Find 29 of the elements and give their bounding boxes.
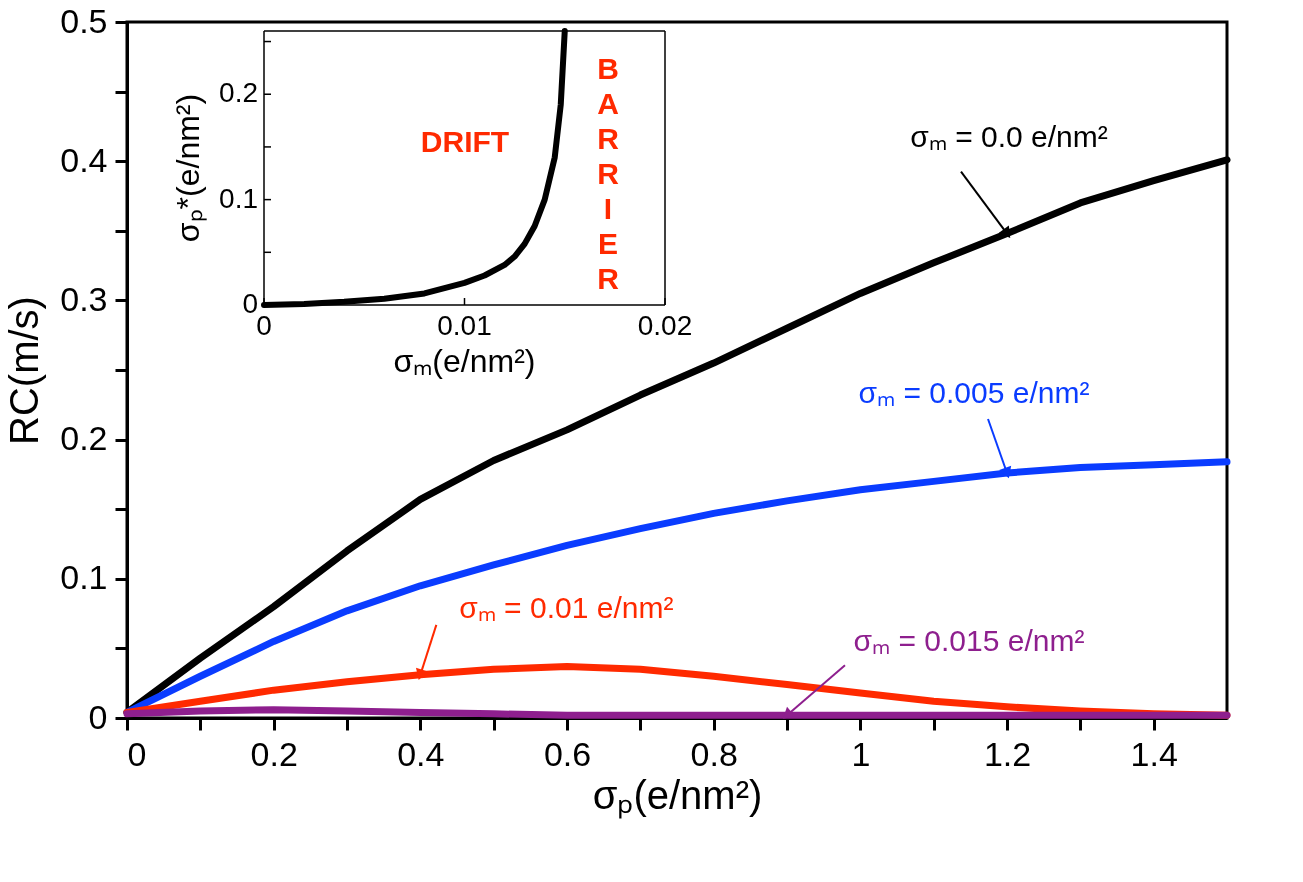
x-tick-label: 0 xyxy=(127,734,147,773)
x-tick-label: 0.4 xyxy=(397,734,445,773)
annotation: σₘ = 0.0 e/nm² xyxy=(910,119,1108,153)
annotation: σₘ = 0.005 e/nm² xyxy=(858,376,1090,410)
y-tick-label: 0.1 xyxy=(219,182,258,214)
annotation: σₘ = 0.01 e/nm² xyxy=(459,590,674,624)
x-tick-label: 0.2 xyxy=(250,734,298,773)
x-tick-label: 0.6 xyxy=(543,734,592,773)
annotation: BARRIER xyxy=(597,52,620,295)
y-tick-label: 0.2 xyxy=(219,77,258,109)
y-axis-title: σₚ*(e/nm²) xyxy=(170,93,207,243)
annotation: DRIFT xyxy=(420,125,510,158)
y-tick-label: 0.3 xyxy=(60,279,108,318)
x-axis-title: σₚ(e/nm²) xyxy=(592,772,763,819)
annotation: σₘ = 0.015 e/nm² xyxy=(853,624,1085,658)
y-tick-label: 0.1 xyxy=(60,558,108,597)
x-tick-label: 0.8 xyxy=(690,734,738,773)
x-tick-label: 1 xyxy=(851,734,871,773)
y-tick-label: 0 xyxy=(242,288,258,319)
x-tick-label: 1.2 xyxy=(983,734,1032,773)
x-tick-label: 0.02 xyxy=(637,310,693,341)
y-axis-title: RC(m/s) xyxy=(2,296,47,445)
y-tick-label: 0.2 xyxy=(60,419,108,458)
x-tick-label: 1.4 xyxy=(1130,734,1178,773)
x-tick-label: 0.01 xyxy=(437,310,492,341)
y-tick-label: 0.4 xyxy=(60,140,108,179)
y-tick-label: 0.5 xyxy=(60,1,108,40)
y-tick-label: 0 xyxy=(88,697,108,736)
x-axis-title: σₘ(e/nm²) xyxy=(393,343,536,379)
